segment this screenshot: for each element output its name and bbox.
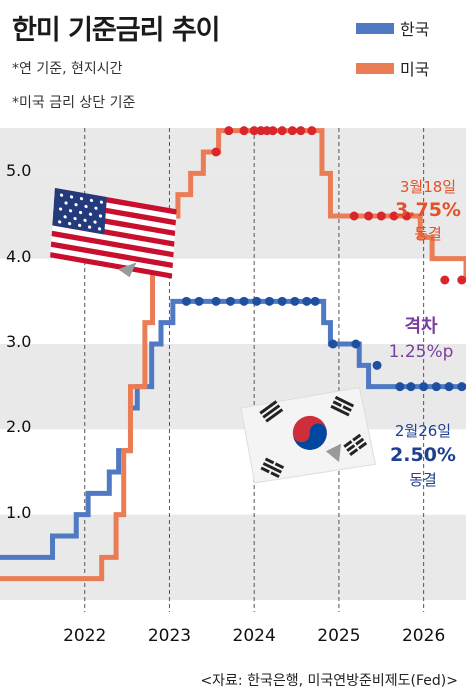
- point-한국-8: [290, 296, 300, 306]
- point-한국-3: [225, 296, 235, 306]
- point-한국-11: [328, 339, 338, 349]
- point-미국-6: [268, 126, 278, 136]
- point-미국-15: [402, 211, 412, 221]
- x-tick-label: 2024: [232, 626, 276, 646]
- gap-annotation-label: 격차: [404, 316, 438, 337]
- point-한국-19: [457, 382, 466, 392]
- point-미국-1: [224, 126, 234, 136]
- point-한국-1: [194, 296, 204, 306]
- y-tick-label: 4.0: [6, 246, 32, 266]
- us-annotation-date: 3월18일: [399, 178, 457, 196]
- point-한국-2: [211, 296, 221, 306]
- legend-swatch-us: [356, 62, 394, 74]
- kr-annotation-status: 동결: [409, 471, 437, 489]
- point-한국-4: [239, 296, 249, 306]
- legend-label-korea: 한국: [400, 20, 430, 39]
- kr-annotation-value: 2.50%: [390, 444, 456, 466]
- point-한국-10: [310, 296, 320, 306]
- point-한국-6: [264, 296, 274, 306]
- source-note: <자료: 한국은행, 미국연방준비제도(Fed)>: [200, 673, 458, 689]
- us-annotation-status: 동결: [414, 225, 442, 243]
- korea-series: [0, 296, 466, 560]
- point-미국-11: [349, 211, 359, 221]
- y-tick-label: 3.0: [6, 332, 32, 351]
- y-tick-label: 2.0: [6, 417, 32, 437]
- us-annotation: 3월18일 3.75% 동결: [388, 176, 466, 244]
- point-미국-3: [249, 126, 259, 136]
- point-미국-12: [364, 211, 374, 221]
- point-미국-0: [211, 147, 221, 157]
- point-미국-7: [277, 126, 287, 136]
- point-미국-2: [239, 126, 249, 136]
- x-tick-label: 2023: [147, 626, 192, 646]
- point-한국-0: [181, 296, 191, 306]
- point-미국-17: [457, 275, 466, 285]
- legend-item-us: 미국: [356, 58, 430, 79]
- point-미국-13: [376, 211, 386, 221]
- series-line-한국: [0, 298, 466, 560]
- point-미국-8: [287, 126, 297, 136]
- point-한국-12: [351, 339, 361, 349]
- point-한국-5: [252, 296, 262, 306]
- x-tick-label: 2026: [401, 626, 446, 646]
- point-한국-16: [419, 382, 429, 392]
- us-flag-icon: [50, 188, 177, 279]
- point-한국-14: [395, 382, 405, 392]
- kr-annotation: 2월26일 2.50% 동결: [380, 420, 466, 490]
- point-한국-17: [431, 382, 441, 392]
- us-series: [0, 126, 466, 582]
- note-us-upper: *미국 금리 상단 기준: [12, 95, 136, 111]
- x-tick-label: 2022: [63, 626, 107, 646]
- point-미국-14: [389, 211, 399, 221]
- point-미국-16: [440, 275, 450, 285]
- point-한국-15: [406, 382, 416, 392]
- note-unit: *연 기준, 현지시간: [12, 61, 123, 77]
- point-미국-9: [296, 126, 306, 136]
- us-annotation-value: 3.75%: [395, 199, 461, 221]
- point-한국-18: [444, 382, 454, 392]
- page-title: 한미 기준금리 추이: [12, 15, 221, 46]
- korea-flag-icon: [240, 386, 377, 484]
- y-tick-label: 1.0: [6, 502, 32, 522]
- legend-swatch-korea: [356, 22, 394, 34]
- gap-annotation: 격차 1.25%p: [376, 312, 466, 362]
- gap-annotation-value: 1.25%p: [388, 342, 454, 362]
- point-미국-10: [307, 126, 317, 136]
- x-tick-label: 2025: [317, 626, 361, 646]
- legend-item-korea: 한국: [356, 18, 430, 39]
- legend-label-us: 미국: [400, 60, 430, 79]
- point-한국-13: [372, 360, 382, 370]
- point-한국-9: [302, 296, 312, 306]
- kr-annotation-date: 2월26일: [394, 422, 452, 440]
- series-line-미국: [0, 128, 466, 582]
- point-한국-7: [277, 296, 287, 306]
- band-0: [0, 514, 466, 600]
- band-top: [0, 128, 466, 174]
- y-tick-label: 5.0: [6, 161, 32, 181]
